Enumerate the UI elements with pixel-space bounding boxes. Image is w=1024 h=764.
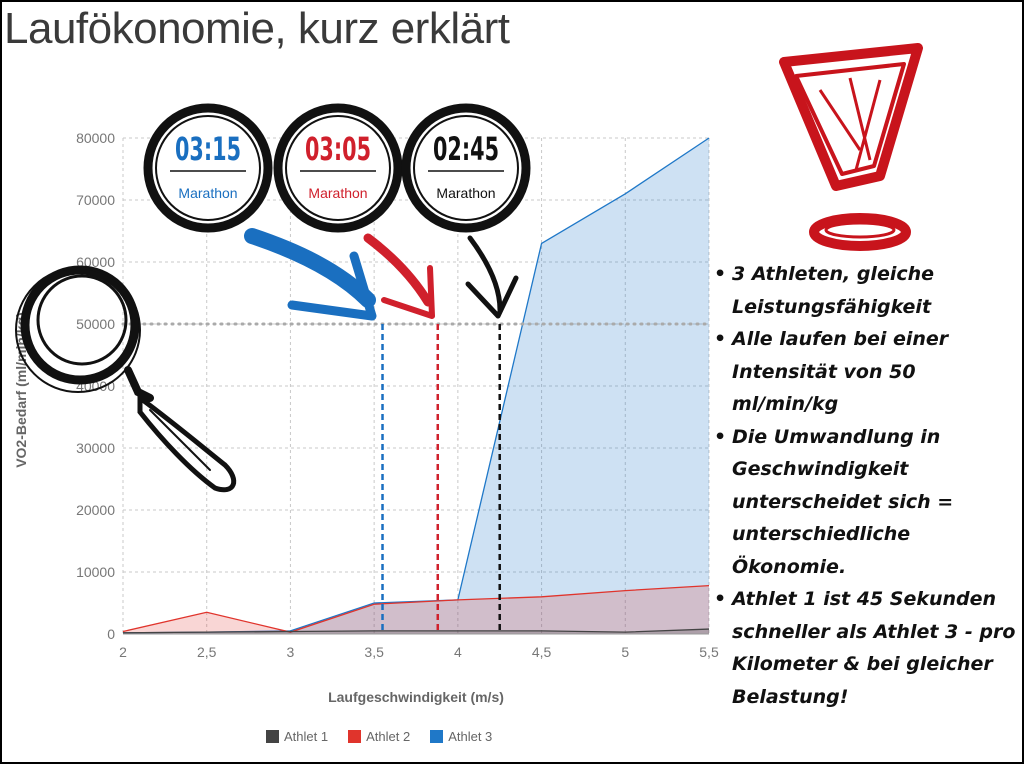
- line-athlet-2: [122, 584, 710, 633]
- bullet-list: 3 Athleten, gleiche Leistungsfähigkeit A…: [712, 258, 1022, 713]
- legend-item-athlet-2[interactable]: Athlet 2: [348, 729, 410, 744]
- marathon-badge: 03:15 Marathon: [143, 103, 273, 233]
- bullet-item: Athlet 1 ist 45 Sekunden schneller als A…: [712, 583, 1022, 713]
- badge-ring: [401, 103, 531, 233]
- badge-inner-ring: [413, 115, 519, 221]
- marathon-badge: 02:45 Marathon: [401, 103, 531, 233]
- y-axis-title: VO2-Bedarf (ml/min/kg): [13, 312, 29, 468]
- y-tick-label: 0: [107, 626, 115, 642]
- legend-item-athlet-3[interactable]: Athlet 3: [430, 729, 492, 744]
- x-tick-label: 4: [454, 644, 462, 660]
- bullet-item: Alle laufen bei einer Intensität von 50 …: [712, 323, 1022, 421]
- legend-swatch: [348, 730, 362, 743]
- y-tick-label: 30000: [76, 440, 115, 456]
- y-tick-label: 80000: [76, 130, 115, 146]
- x-tick-label: 3: [287, 644, 295, 660]
- legend-label: Athlet 3: [448, 729, 493, 744]
- chart-markers: [121, 322, 711, 634]
- legend-label: Athlet 2: [366, 729, 411, 744]
- page-title: Laufökonomie, kurz erklärt: [4, 4, 510, 53]
- bullet-item: Die Umwandlung in Geschwindigkeit unters…: [712, 421, 1022, 584]
- badges: 03:15 Marathon 03:05 Marathon 02:45 Marathon: [143, 103, 531, 233]
- magnifier-icon: [15, 265, 237, 493]
- badge-time: 02:45: [433, 130, 499, 168]
- badge-ring: [143, 103, 273, 233]
- legend-item-athlet-1[interactable]: Athlet 1: [266, 729, 328, 744]
- line-athlet-1: [122, 628, 710, 634]
- badge-time: 03:15: [175, 130, 241, 168]
- y-tick-label: 10000: [76, 564, 115, 580]
- legend-swatch: [266, 730, 279, 743]
- chart-legend: Athlet 1 Athlet 2 Athlet 3: [266, 729, 492, 744]
- exclamation-icon: [779, 43, 923, 251]
- chart-areas: [122, 137, 710, 634]
- badge-label: Marathon: [308, 185, 367, 201]
- badge-inner-ring: [155, 115, 261, 221]
- x-tick-label: 2,5: [197, 644, 217, 660]
- area-athlet-2: [123, 585, 709, 634]
- badge-inner-ring: [285, 115, 391, 221]
- x-tick-label: 4,5: [532, 644, 552, 660]
- arrow-icon: [244, 228, 519, 321]
- y-tick-label: 20000: [76, 502, 115, 518]
- x-tick-label: 5: [621, 644, 629, 660]
- x-axis-title: Laufgeschwindigkeit (m/s): [328, 689, 504, 705]
- y-tick-label: 50000: [76, 316, 115, 332]
- marathon-badge: 03:05 Marathon: [273, 103, 403, 233]
- badge-label: Marathon: [436, 185, 495, 201]
- legend-label: Athlet 1: [284, 729, 329, 744]
- x-tick-label: 3,5: [364, 644, 384, 660]
- badge-ring: [273, 103, 403, 233]
- badge-label: Marathon: [178, 185, 237, 201]
- area-athlet-3: [123, 138, 709, 634]
- legend-swatch: [430, 730, 444, 743]
- bullet-item: 3 Athleten, gleiche Leistungsfähigkeit: [712, 258, 1022, 323]
- badge-time: 03:05: [305, 130, 371, 168]
- x-tick-label: 2: [119, 644, 127, 660]
- y-tick-label: 70000: [76, 192, 115, 208]
